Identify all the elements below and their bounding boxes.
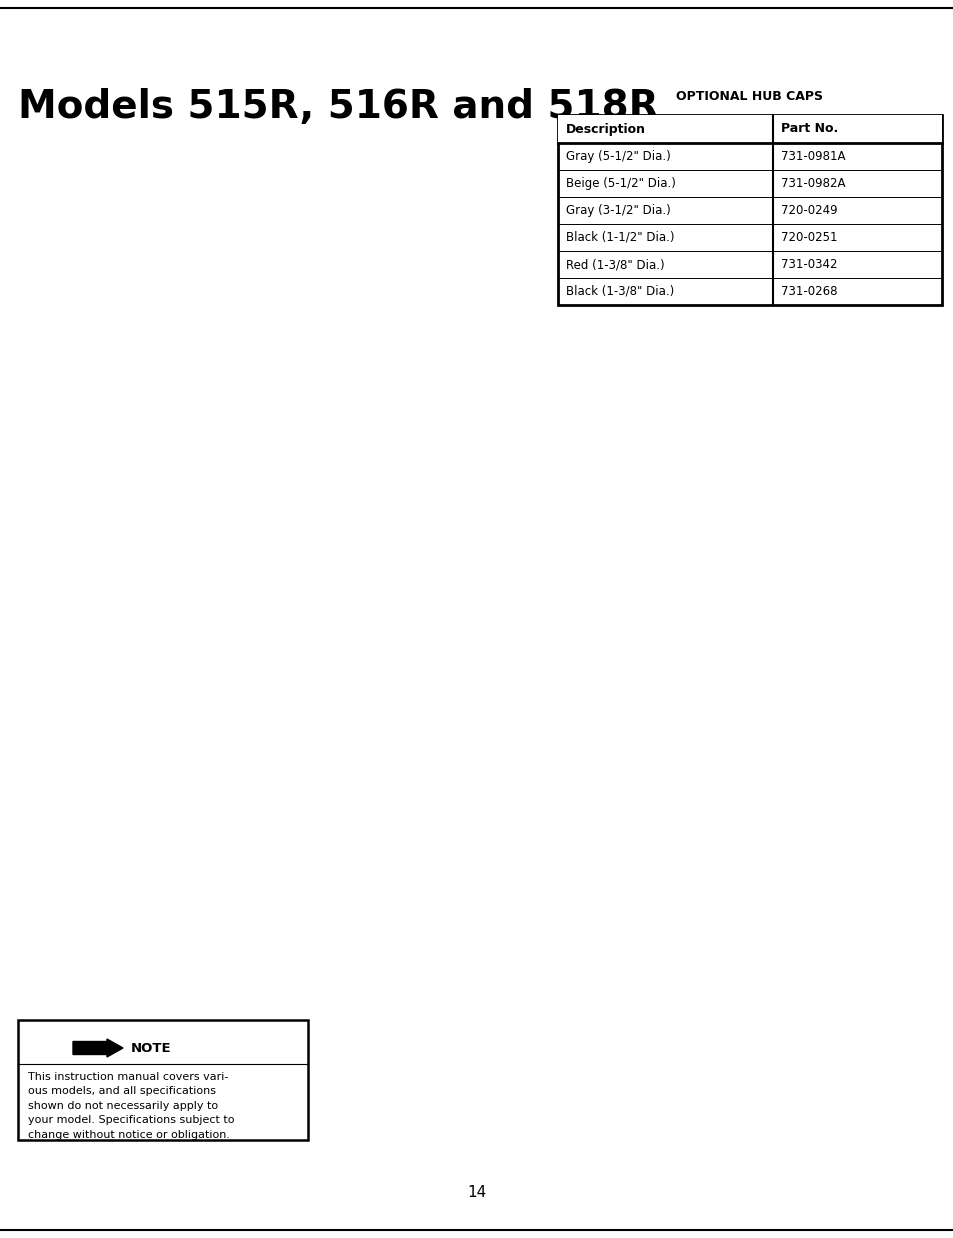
Text: NOTE: NOTE: [131, 1041, 172, 1055]
Text: 731-0981A: 731-0981A: [781, 150, 844, 163]
Text: This instruction manual covers vari-
ous models, and all specifications
shown do: This instruction manual covers vari- ous…: [28, 1072, 234, 1140]
Text: Description: Description: [565, 123, 645, 135]
Text: 731-0268: 731-0268: [781, 285, 837, 298]
Bar: [558, 115, 941, 305]
Text: Red (1-3/8" Dia.): Red (1-3/8" Dia.): [565, 258, 664, 271]
Text: Black (1-1/2" Dia.): Black (1-1/2" Dia.): [565, 232, 674, 244]
Text: Models 515R, 516R and 518R: Models 515R, 516R and 518R: [18, 88, 658, 126]
Text: 14: 14: [467, 1185, 486, 1200]
Text: 731-0982A: 731-0982A: [781, 177, 844, 189]
Text: OPTIONAL HUB CAPS: OPTIONAL HUB CAPS: [676, 90, 822, 103]
Text: Black (1-3/8" Dia.): Black (1-3/8" Dia.): [565, 285, 674, 298]
FancyArrow shape: [73, 1039, 123, 1057]
Text: Part No.: Part No.: [781, 123, 838, 135]
Bar: [18, 1020, 308, 1140]
Text: Gray (3-1/2" Dia.): Gray (3-1/2" Dia.): [565, 204, 670, 217]
Text: 720-0249: 720-0249: [781, 204, 837, 217]
Text: 731-0342: 731-0342: [781, 258, 837, 271]
Text: Beige (5-1/2" Dia.): Beige (5-1/2" Dia.): [565, 177, 675, 189]
Bar: [558, 115, 941, 144]
Text: 720-0251: 720-0251: [781, 232, 837, 244]
Text: Gray (5-1/2" Dia.): Gray (5-1/2" Dia.): [565, 150, 670, 163]
